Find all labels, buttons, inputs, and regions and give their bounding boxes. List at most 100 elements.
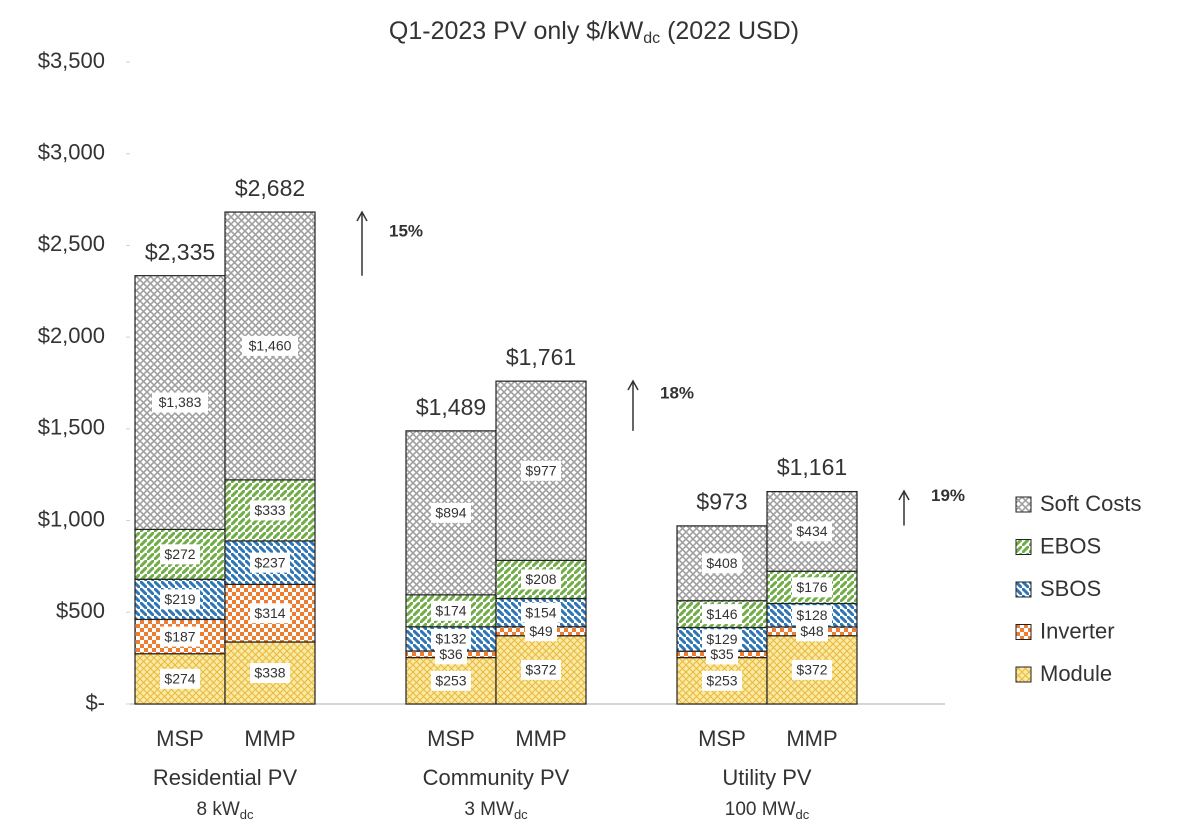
group-label: Utility PV <box>722 765 812 790</box>
group-size-main: 8 kW <box>196 799 239 820</box>
value-label: $36 <box>439 646 463 662</box>
value-label-box <box>242 335 298 356</box>
value-label: $338 <box>254 665 285 681</box>
legend-swatch <box>1015 539 1032 555</box>
value-label: $977 <box>525 462 556 478</box>
value-label-box <box>702 604 742 625</box>
change-label: 18% <box>660 383 694 402</box>
value-label-box <box>250 552 290 573</box>
value-label-box <box>706 644 738 665</box>
value-label: $894 <box>435 505 466 521</box>
total-label: $973 <box>696 489 747 515</box>
value-label-box <box>796 621 828 642</box>
value-label: $132 <box>435 631 466 647</box>
x-tick-label: MSP <box>156 726 204 751</box>
y-tick-label: $500 <box>56 598 105 623</box>
y-tick-label: $1,500 <box>38 415 105 440</box>
value-label: $208 <box>525 571 556 587</box>
value-label: $49 <box>529 623 553 639</box>
value-label: $253 <box>706 672 737 688</box>
total-label: $2,682 <box>235 175 305 201</box>
value-label: $174 <box>435 603 466 619</box>
value-label-box <box>435 644 467 665</box>
legend-label: EBOS <box>1040 533 1101 558</box>
legend-label: Soft Costs <box>1040 491 1141 516</box>
value-label-box <box>160 544 200 565</box>
value-label: $372 <box>525 662 556 678</box>
value-label: $408 <box>706 555 737 571</box>
value-label-box <box>160 668 200 689</box>
value-label: $274 <box>164 671 195 687</box>
arrow-head <box>356 210 368 222</box>
total-label: $2,335 <box>145 239 215 265</box>
total-label: $1,489 <box>416 394 486 420</box>
group-size-sub: dc <box>514 807 528 822</box>
y-tick-label: $3,000 <box>38 140 105 165</box>
y-tick-label: $- <box>85 690 105 715</box>
value-label: $314 <box>254 605 285 621</box>
value-label: $129 <box>706 631 737 647</box>
value-label-box <box>521 602 561 623</box>
value-label-box <box>160 589 200 610</box>
legend-label: Inverter <box>1040 618 1115 643</box>
value-label: $48 <box>800 623 824 639</box>
arrow-head <box>898 489 910 501</box>
value-label-box <box>792 659 832 680</box>
y-tick-label: $2,000 <box>38 323 105 348</box>
title-tail: (2022 USD) <box>660 17 799 45</box>
bar-segment <box>224 211 316 481</box>
legend-label: Module <box>1040 661 1112 686</box>
group-label: Community PV <box>423 765 570 790</box>
arrow-head <box>627 379 639 391</box>
value-label-box <box>521 569 561 590</box>
total-label: $1,761 <box>506 344 576 370</box>
value-label: $253 <box>435 672 466 688</box>
total-label: $1,161 <box>777 454 847 480</box>
group-size: 3 MWdc <box>464 799 528 822</box>
legend-swatch <box>1015 496 1032 513</box>
value-label: $434 <box>796 523 827 539</box>
value-label-box <box>702 629 742 650</box>
value-label-box <box>431 600 471 621</box>
value-label: $219 <box>164 591 195 607</box>
value-label: $128 <box>796 607 827 623</box>
x-tick-label: MSP <box>698 726 746 751</box>
x-tick-label: MMP <box>515 726 566 751</box>
y-tick-label: $1,000 <box>38 506 105 531</box>
value-label: $272 <box>164 546 195 562</box>
value-label: $1,383 <box>159 394 202 410</box>
value-label: $146 <box>706 606 737 622</box>
y-tick-label: $3,500 <box>38 48 105 73</box>
x-tick-label: MMP <box>244 726 295 751</box>
title-main: Q1-2023 PV only $/kW <box>389 17 644 45</box>
bar-segment <box>134 275 226 530</box>
group-size-sub: dc <box>796 807 810 822</box>
legend-label: SBOS <box>1040 576 1101 601</box>
value-label: $154 <box>525 604 556 620</box>
group-size-sub: dc <box>240 807 254 822</box>
value-label-box <box>160 626 200 647</box>
group-size-main: 3 MW <box>464 799 514 820</box>
group-size: 100 MWdc <box>725 799 810 822</box>
chart-title: Q1-2023 PV only $/kWdc (2022 USD) <box>389 17 799 48</box>
value-label-box <box>702 553 742 574</box>
value-label-box <box>250 603 290 624</box>
value-label: $372 <box>796 662 827 678</box>
value-label: $333 <box>254 502 285 518</box>
value-label-box <box>792 605 832 626</box>
value-label: $176 <box>796 579 827 595</box>
group-label: Residential PV <box>153 765 298 790</box>
value-label-box <box>431 502 471 523</box>
value-label-box <box>152 392 208 413</box>
bar-segment <box>766 570 858 605</box>
value-label: $35 <box>710 646 734 662</box>
x-tick-label: MMP <box>786 726 837 751</box>
value-label-box <box>250 663 290 684</box>
value-label-box <box>431 670 471 691</box>
change-label: 19% <box>931 486 965 505</box>
value-label-box <box>521 659 561 680</box>
value-label-box <box>792 521 832 542</box>
value-label: $237 <box>254 554 285 570</box>
group-size: 8 kWdc <box>196 799 254 822</box>
legend-swatch <box>1015 581 1032 598</box>
